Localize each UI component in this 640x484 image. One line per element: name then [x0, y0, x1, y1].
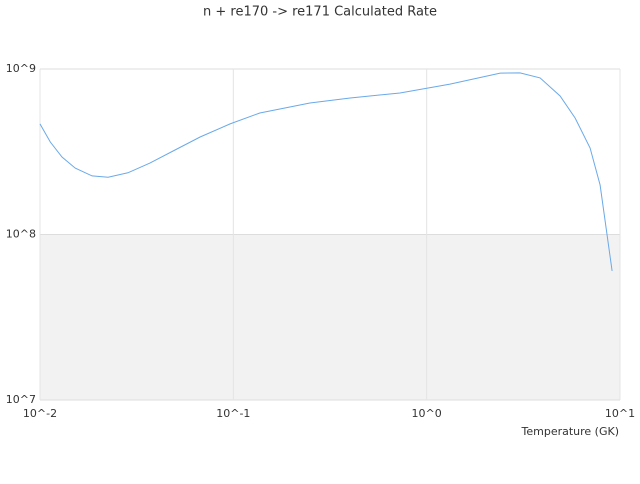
grid-band: [40, 234, 620, 400]
y-tick-label: 10^9: [6, 62, 36, 75]
y-tick-label: 10^7: [6, 393, 36, 406]
x-axis-label: Temperature (GK): [521, 425, 620, 438]
y-tick-label: 10^8: [6, 228, 36, 241]
x-tick-label: 10^-1: [216, 407, 250, 420]
line: [39, 72, 613, 271]
x-tick-label: 10^0: [412, 407, 442, 420]
chart-title: n + re170 -> re171 Calculated Rate: [203, 5, 437, 20]
x-tick-label: 10^1: [605, 407, 635, 420]
x-tick-label: 10^-2: [23, 407, 57, 420]
